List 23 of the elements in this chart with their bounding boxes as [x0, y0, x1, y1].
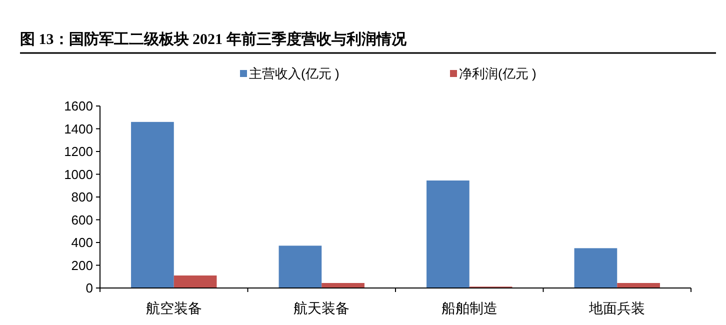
bar	[174, 275, 217, 288]
bar	[426, 180, 470, 288]
bar	[617, 282, 660, 288]
bar	[278, 246, 322, 288]
y-tick-label: 1400	[64, 121, 93, 136]
chart-title: 图 13：国防军工二级板块 2021 年前三季度营收与利润情况	[20, 30, 408, 48]
y-tick-label: 0	[86, 280, 93, 296]
legend-label: 主营收入(亿元 )	[249, 66, 340, 81]
bar	[574, 248, 618, 288]
x-tick-label: 地面兵装	[588, 300, 646, 316]
x-tick-label: 航天装备	[294, 300, 350, 316]
y-tick-label: 400	[71, 235, 93, 250]
y-tick-label: 200	[71, 258, 93, 273]
legend-label: 净利润(亿元 )	[459, 66, 536, 81]
y-tick-label: 1000	[64, 166, 93, 182]
x-tick-label: 航空装备	[146, 300, 202, 316]
y-tick-label: 800	[71, 190, 93, 204]
y-tick-label: 1200	[64, 144, 93, 159]
y-tick-label: 600	[71, 212, 93, 228]
bar	[322, 282, 364, 288]
y-tick-label: 1600	[64, 98, 93, 114]
bar	[131, 122, 174, 288]
x-tick-label: 船舶制造	[441, 300, 498, 316]
